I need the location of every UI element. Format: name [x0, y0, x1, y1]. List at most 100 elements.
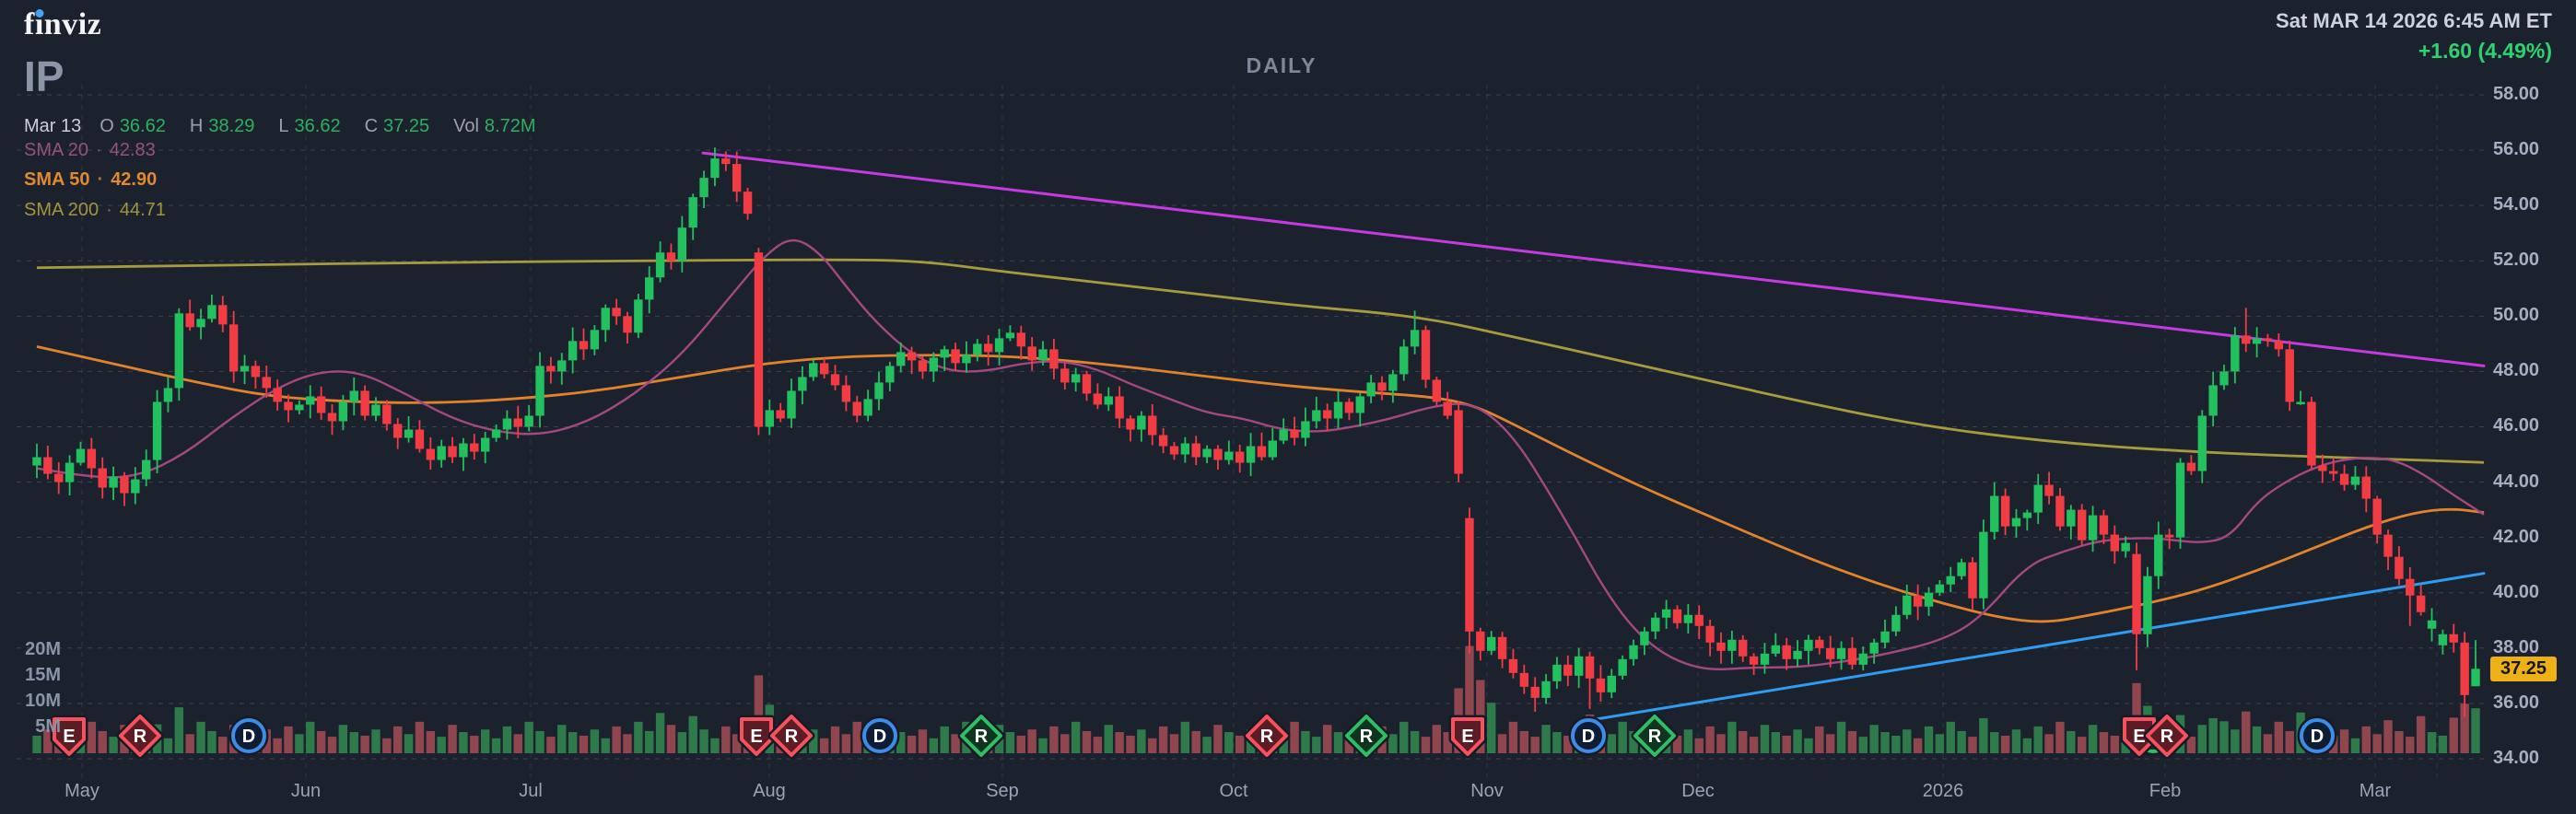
volume-bar[interactable] [1903, 729, 1912, 753]
volume-bar[interactable] [273, 738, 282, 753]
ticker-symbol[interactable]: IP [24, 52, 64, 100]
candle[interactable] [1672, 605, 1682, 629]
candle[interactable] [699, 170, 708, 208]
event-marker-E[interactable]: E [50, 715, 88, 759]
volume-bar[interactable] [2197, 725, 2207, 753]
candle[interactable] [1903, 584, 1912, 620]
event-marker-D[interactable]: D [228, 715, 269, 756]
candle[interactable] [710, 147, 720, 187]
candle[interactable] [2208, 371, 2218, 427]
volume-bar[interactable] [2077, 737, 2087, 753]
candle[interactable] [2296, 390, 2305, 405]
volume-bar[interactable] [2449, 717, 2458, 753]
volume-bar[interactable] [2460, 704, 2469, 753]
volume-bar[interactable] [1629, 730, 1638, 753]
candle[interactable] [163, 377, 173, 413]
volume-bar[interactable] [43, 729, 53, 753]
candle[interactable] [2339, 464, 2349, 491]
candle[interactable] [1137, 411, 1146, 442]
candle[interactable] [32, 443, 41, 479]
candle[interactable] [2088, 506, 2098, 552]
candle[interactable] [929, 352, 939, 382]
candle[interactable] [940, 345, 949, 372]
candle[interactable] [1366, 375, 1376, 403]
candle[interactable] [2383, 529, 2393, 571]
candle[interactable] [634, 294, 643, 339]
candle[interactable] [404, 416, 414, 443]
candle[interactable] [1815, 635, 1824, 655]
candle[interactable] [1322, 403, 1332, 432]
volume-bar[interactable] [480, 729, 490, 753]
candle[interactable] [2350, 466, 2360, 490]
candle[interactable] [1148, 404, 1157, 446]
event-marker-E[interactable]: E [737, 715, 776, 759]
trendline-ascending-support[interactable] [1589, 572, 2486, 722]
volume-bar[interactable] [1782, 735, 1791, 753]
volume-bar[interactable] [1968, 737, 1977, 753]
volume-bar[interactable] [1344, 735, 1354, 753]
candle[interactable] [568, 327, 578, 374]
volume-bar[interactable] [2395, 730, 2404, 753]
volume-bar[interactable] [1432, 725, 1442, 753]
volume-bar[interactable] [2339, 729, 2349, 753]
candle[interactable] [131, 467, 140, 505]
volume-bar[interactable] [852, 721, 861, 753]
volume-bar[interactable] [1946, 721, 1955, 753]
event-marker-R[interactable]: R [1631, 712, 1679, 760]
volume-bar[interactable] [2044, 734, 2054, 753]
candle[interactable] [1093, 383, 1103, 410]
candle[interactable] [2427, 608, 2437, 642]
candle[interactable] [754, 248, 764, 436]
candle[interactable] [2329, 458, 2338, 482]
volume-bar[interactable] [1815, 726, 1824, 753]
candle[interactable] [1574, 647, 1584, 689]
volume-bar[interactable] [1804, 738, 1813, 753]
candle[interactable] [338, 394, 348, 431]
candle[interactable] [228, 310, 239, 383]
candle[interactable] [1683, 604, 1693, 634]
candle[interactable] [1377, 376, 1387, 401]
candle[interactable] [360, 385, 369, 421]
candle[interactable] [918, 355, 928, 379]
candle[interactable] [2077, 504, 2087, 545]
volume-bar[interactable] [623, 734, 632, 753]
volume-bar[interactable] [546, 737, 556, 753]
volume-bar[interactable] [524, 721, 533, 753]
candle[interactable] [1016, 325, 1025, 360]
volume-bar[interactable] [732, 734, 742, 753]
candle[interactable] [546, 356, 556, 384]
volume-bar[interactable] [163, 738, 173, 753]
candle[interactable] [1979, 519, 1988, 610]
candle[interactable] [1344, 398, 1354, 421]
candle[interactable] [240, 355, 250, 385]
candle[interactable] [2252, 327, 2262, 358]
volume-bar[interactable] [1694, 738, 1704, 753]
volume-bar[interactable] [1672, 735, 1682, 753]
candle[interactable] [819, 358, 829, 378]
volume-bar[interactable] [655, 713, 665, 753]
volume-bar[interactable] [2242, 711, 2251, 753]
candle[interactable] [1432, 377, 1442, 406]
volume-bar[interactable] [1727, 721, 1737, 753]
candle[interactable] [2044, 471, 2054, 505]
candle[interactable] [2471, 640, 2480, 687]
candle[interactable] [1990, 482, 1999, 540]
candle[interactable] [1651, 612, 1660, 640]
candle[interactable] [1530, 677, 1540, 712]
candle[interactable] [1640, 626, 1649, 656]
candle[interactable] [1049, 338, 1059, 379]
volume-bar[interactable] [2219, 721, 2229, 753]
volume-bar[interactable] [491, 738, 501, 753]
candle[interactable] [688, 193, 697, 240]
volume-bar[interactable] [2033, 726, 2043, 753]
volume-bar[interactable] [1322, 725, 1332, 753]
candle[interactable] [1060, 363, 1070, 390]
candle[interactable] [120, 471, 129, 506]
volume-bar[interactable] [1301, 730, 1310, 753]
volume-bar[interactable] [2406, 737, 2415, 753]
trendline-descending-resistance[interactable] [701, 151, 2486, 367]
candle[interactable] [1519, 664, 1529, 694]
volume-bar[interactable] [2067, 730, 2076, 753]
volume-bar[interactable] [382, 738, 392, 753]
volume-bar[interactable] [951, 734, 960, 753]
